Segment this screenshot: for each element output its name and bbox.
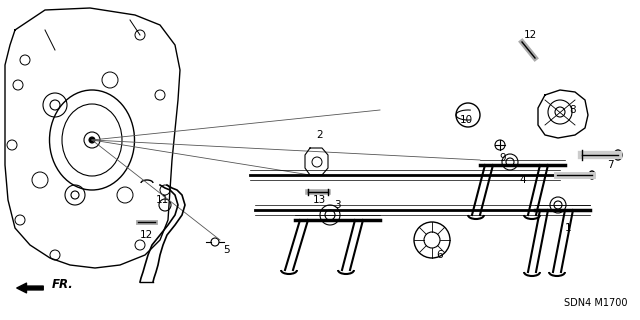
Text: 13: 13 [312,195,326,205]
Text: 4: 4 [520,175,526,185]
Circle shape [89,137,95,143]
Text: 6: 6 [436,250,444,260]
Text: 12: 12 [140,230,152,240]
Text: 8: 8 [570,105,576,115]
Text: 7: 7 [607,160,613,170]
Text: 1: 1 [564,223,572,233]
Text: FR.: FR. [52,278,74,292]
Text: SDN4 M1700: SDN4 M1700 [564,298,628,308]
Text: 10: 10 [460,115,472,125]
Text: 11: 11 [156,195,168,205]
Text: 5: 5 [223,245,229,255]
Text: 3: 3 [333,200,340,210]
Text: 2: 2 [317,130,323,140]
Text: 9: 9 [500,153,506,163]
Text: 12: 12 [524,30,536,40]
